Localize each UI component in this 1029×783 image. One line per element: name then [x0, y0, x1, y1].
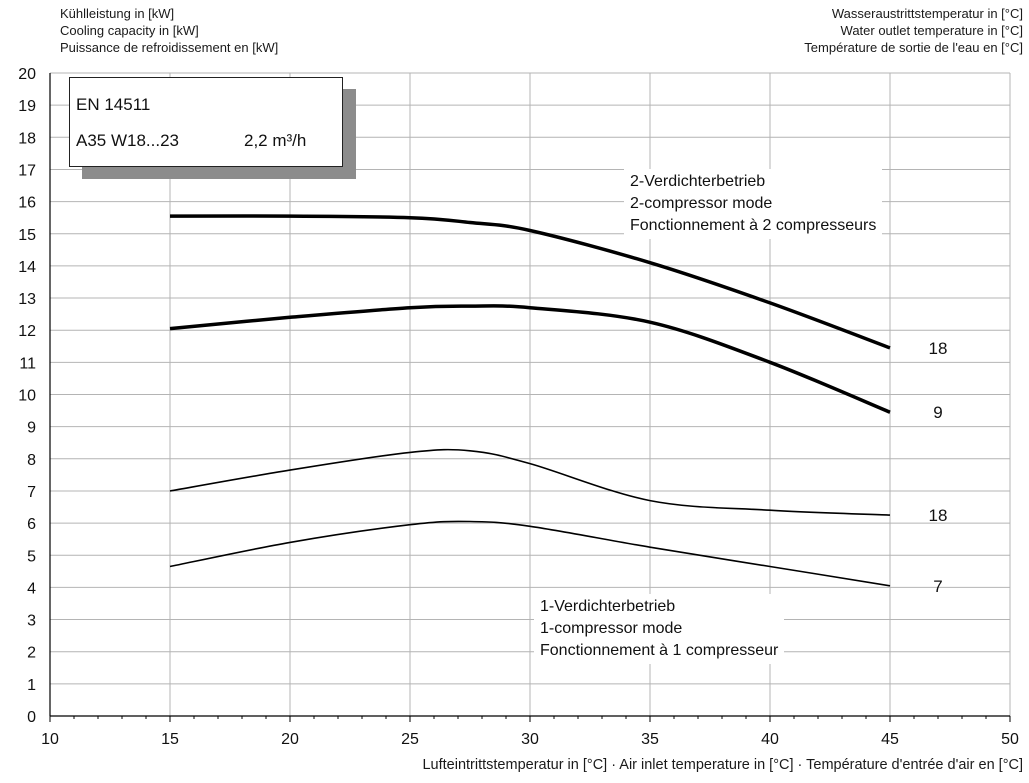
y-tick-label: 4	[27, 580, 36, 597]
x-tick-labels: 10 15 20 25 30 35 40 45 50	[41, 731, 1019, 748]
y-tick-label: 0	[27, 709, 36, 726]
mode-2-fr: Fonctionnement à 2 compresseurs	[630, 217, 877, 234]
y-tick-label: 1	[27, 677, 36, 694]
x-axis-title: Lufteintrittstemperatur in [°C] · Air in…	[422, 757, 1023, 773]
y-tick-label: 9	[27, 420, 36, 437]
y-tick-label: 15	[18, 227, 36, 244]
series-line-two-9	[169, 304, 891, 414]
series-end-label: 18	[929, 339, 948, 358]
x-tick-label: 45	[881, 731, 899, 748]
x-tick-label: 50	[1001, 731, 1019, 748]
grid	[50, 72, 1011, 716]
y-tick-label: 17	[18, 162, 36, 179]
y-axis-title: Kühlleistung in [kW] Cooling capacity in…	[60, 5, 278, 56]
y-tick-label: 10	[18, 388, 36, 405]
series-end-label: 7	[933, 577, 942, 596]
y-tick-label: 16	[18, 195, 36, 212]
y-tick-label: 11	[19, 355, 36, 372]
x-tick-label: 25	[401, 731, 419, 748]
y-tick-label: 6	[27, 516, 36, 533]
mode-1-annotation: 1-Verdichterbetrieb 1-compressor mode Fo…	[534, 594, 785, 664]
legend-title-fr: Température de sortie de l'eau en [°C]	[804, 40, 1023, 55]
flow-label: 2,2 m³/h	[244, 131, 307, 150]
y-tick-label: 8	[27, 452, 36, 469]
y-tick-label: 12	[18, 323, 36, 340]
y-axis-title-fr: Puissance de refroidissement en [kW]	[60, 40, 279, 55]
series-line-one-18	[169, 448, 891, 516]
mode-1-en: 1-compressor mode	[540, 620, 683, 637]
series-labels: 18 9 18 7	[929, 339, 948, 596]
axes	[49, 73, 1011, 722]
x-tick-label: 40	[761, 731, 779, 748]
y-tick-label: 5	[27, 548, 36, 565]
mode-2-annotation: 2-Verdichterbetrieb 2-compressor mode Fo…	[624, 169, 883, 239]
y-axis-title-en: Cooling capacity in [kW]	[60, 23, 199, 38]
x-tick-label: 35	[641, 731, 659, 748]
y-tick-label: 20	[18, 66, 36, 83]
y-tick-label: 19	[18, 98, 36, 115]
series-line-two-18	[169, 214, 891, 350]
y-tick-label: 18	[18, 130, 36, 147]
x-tick-label: 20	[281, 731, 299, 748]
y-tick-label: 2	[27, 645, 36, 662]
series-line-one-7	[169, 520, 891, 587]
mode-2-en: 2-compressor mode	[630, 195, 773, 212]
series-end-label: 18	[929, 506, 948, 525]
x-tick-label: 10	[41, 731, 59, 748]
standard-label: EN 14511	[76, 95, 151, 114]
x-tick-label: 30	[521, 731, 539, 748]
y-tick-label: 7	[27, 484, 36, 501]
x-tick-label: 15	[161, 731, 179, 748]
y-axis-title-de: Kühlleistung in [kW]	[60, 6, 175, 21]
series-lines	[169, 214, 891, 587]
series-end-label: 9	[933, 403, 942, 422]
y-tick-label: 14	[18, 259, 36, 276]
condition-label: A35 W18...23	[76, 131, 180, 150]
mode-2-de: 2-Verdichterbetrieb	[630, 173, 766, 190]
mode-1-fr: Fonctionnement à 1 compresseur	[540, 642, 779, 659]
legend-title-de: Wasseraustrittstemperatur in [°C]	[831, 6, 1023, 21]
mode-1-de: 1-Verdichterbetrieb	[540, 598, 676, 615]
legend-title: Wasseraustrittstemperatur in [°C] Water …	[804, 5, 1023, 56]
info-box: EN 14511 A35 W18...23 2,2 m³/h	[69, 77, 343, 167]
y-tick-label: 3	[27, 613, 36, 630]
legend-title-en: Water outlet temperature in [°C]	[840, 23, 1023, 38]
y-tick-label: 13	[18, 291, 36, 308]
